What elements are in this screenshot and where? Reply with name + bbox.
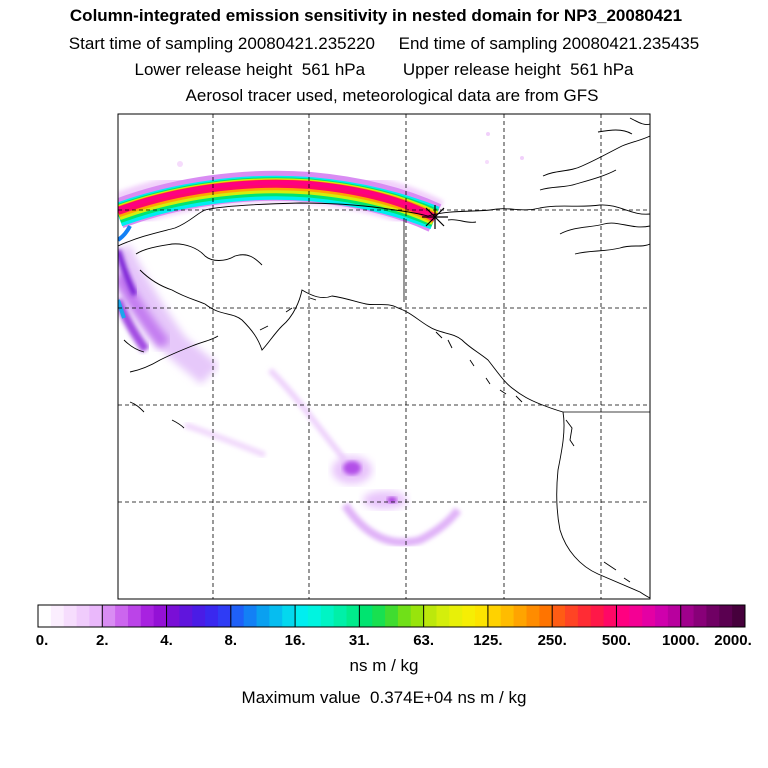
- colorbar-swatch: [50, 605, 65, 627]
- map-frame: [117, 113, 651, 600]
- colorbar-swatch: [102, 605, 116, 627]
- colorbar-swatch: [539, 605, 553, 627]
- colorbar-tick-label: 31.: [348, 632, 370, 649]
- colorbar-swatch: [320, 605, 335, 627]
- colorbar-swatch: [256, 605, 270, 627]
- colorbar-swatch: [475, 605, 489, 627]
- colorbar-tick-label: 500.: [601, 632, 632, 649]
- colorbar-swatch: [667, 605, 682, 627]
- coastlines: [118, 117, 650, 599]
- colorbar-tick-label: 250.: [537, 632, 567, 649]
- colorbar-tick-label: 63.: [413, 632, 435, 649]
- colorbar-swatch: [76, 605, 90, 627]
- colorbar-tick-label: 16.: [284, 632, 306, 649]
- colorbar-swatch: [462, 605, 476, 627]
- colorbar-swatch: [410, 605, 425, 627]
- colorbar-swatch: [205, 605, 219, 627]
- colorbar: [37, 604, 746, 628]
- sampling-time-line: Start time of sampling 20080421.235220 E…: [0, 34, 768, 54]
- maximum-value-label: Maximum value 0.374E+04 ns m / kg: [241, 688, 527, 707]
- colorbar-swatch: [282, 605, 296, 627]
- units-label: ns m / kg: [349, 656, 419, 675]
- colorbar-swatch: [436, 605, 450, 627]
- colorbar-swatch: [385, 605, 399, 627]
- colorbar-swatch: [577, 605, 592, 627]
- colorbar-swatch: [487, 605, 502, 627]
- colorbar-swatch: [590, 605, 605, 627]
- colorbar-swatch: [307, 605, 322, 627]
- colorbar-swatch: [706, 605, 720, 627]
- colorbar-swatch: [359, 605, 373, 627]
- colorbar-swatch: [63, 605, 78, 627]
- colorbar-swatch: [500, 605, 515, 627]
- colorbar-swatch: [179, 605, 193, 627]
- colorbar-swatch: [89, 605, 103, 627]
- colorbar-swatch: [629, 605, 643, 627]
- colorbar-swatch: [153, 605, 168, 627]
- end-time-label: End time of sampling 20080421.235435: [398, 34, 700, 53]
- colorbar-tick-label: 4.: [160, 632, 173, 649]
- colorbar-swatch: [333, 605, 348, 627]
- colorbar-swatch: [166, 605, 180, 627]
- colorbar-tick-label: 2000.: [714, 632, 752, 649]
- release-height-line: Lower release height 561 hPa Upper relea…: [0, 60, 768, 80]
- colorbar-swatch: [719, 605, 733, 627]
- tracer-info: Aerosol tracer used, meteorological data…: [185, 86, 599, 105]
- colorbar-swatch: [38, 605, 52, 627]
- colorbar-swatch: [732, 605, 746, 627]
- colorbar-swatch: [642, 605, 656, 627]
- colorbar-swatch: [693, 605, 707, 627]
- colorbar-swatch: [552, 605, 566, 627]
- colorbar-swatch: [217, 605, 232, 627]
- colorbar-swatch: [603, 605, 617, 627]
- colorbar-frame: [37, 604, 746, 628]
- map-area: [118, 114, 650, 599]
- colorbar-tick-label: 0.: [35, 632, 49, 649]
- colorbar-swatch: [655, 605, 669, 627]
- colorbar-swatch: [680, 605, 695, 627]
- colorbar-swatch: [295, 605, 309, 627]
- colorbar-swatch: [140, 605, 155, 627]
- colorbar-swatch: [243, 605, 258, 627]
- lower-height-label: Lower release height 561 hPa: [134, 60, 366, 79]
- colorbar-tick-label: 8.: [224, 632, 238, 649]
- colorbar-swatch: [397, 605, 412, 627]
- colorbar-tick-label: 2.: [96, 632, 109, 649]
- lat-lon-grid: [118, 114, 650, 599]
- colorbar-swatch: [449, 605, 463, 627]
- colorbar-swatch: [423, 605, 437, 627]
- colorbar-swatch: [513, 605, 527, 627]
- colorbar-swatch: [127, 605, 142, 627]
- release-site-marker: [422, 205, 448, 229]
- colorbar-swatch: [526, 605, 540, 627]
- colorbar-swatch: [192, 605, 206, 627]
- colorbar-swatch: [616, 605, 630, 627]
- colorbar-swatch: [269, 605, 283, 627]
- plume-field: [118, 132, 524, 547]
- colorbar-swatch: [346, 605, 360, 627]
- colorbar-tick-label: 1000.: [661, 632, 700, 649]
- colorbar-swatch: [565, 605, 579, 627]
- colorbar-swatch: [372, 605, 386, 627]
- chart-title: Column-integrated emission sensitivity i…: [69, 6, 683, 25]
- upper-height-label: Upper release height 561 hPa: [402, 60, 634, 79]
- colorbar-swatch: [230, 605, 245, 627]
- colorbar-tick-label: 125.: [473, 632, 503, 649]
- start-time-label: Start time of sampling 20080421.235220: [68, 34, 376, 53]
- colorbar-swatch: [115, 605, 129, 627]
